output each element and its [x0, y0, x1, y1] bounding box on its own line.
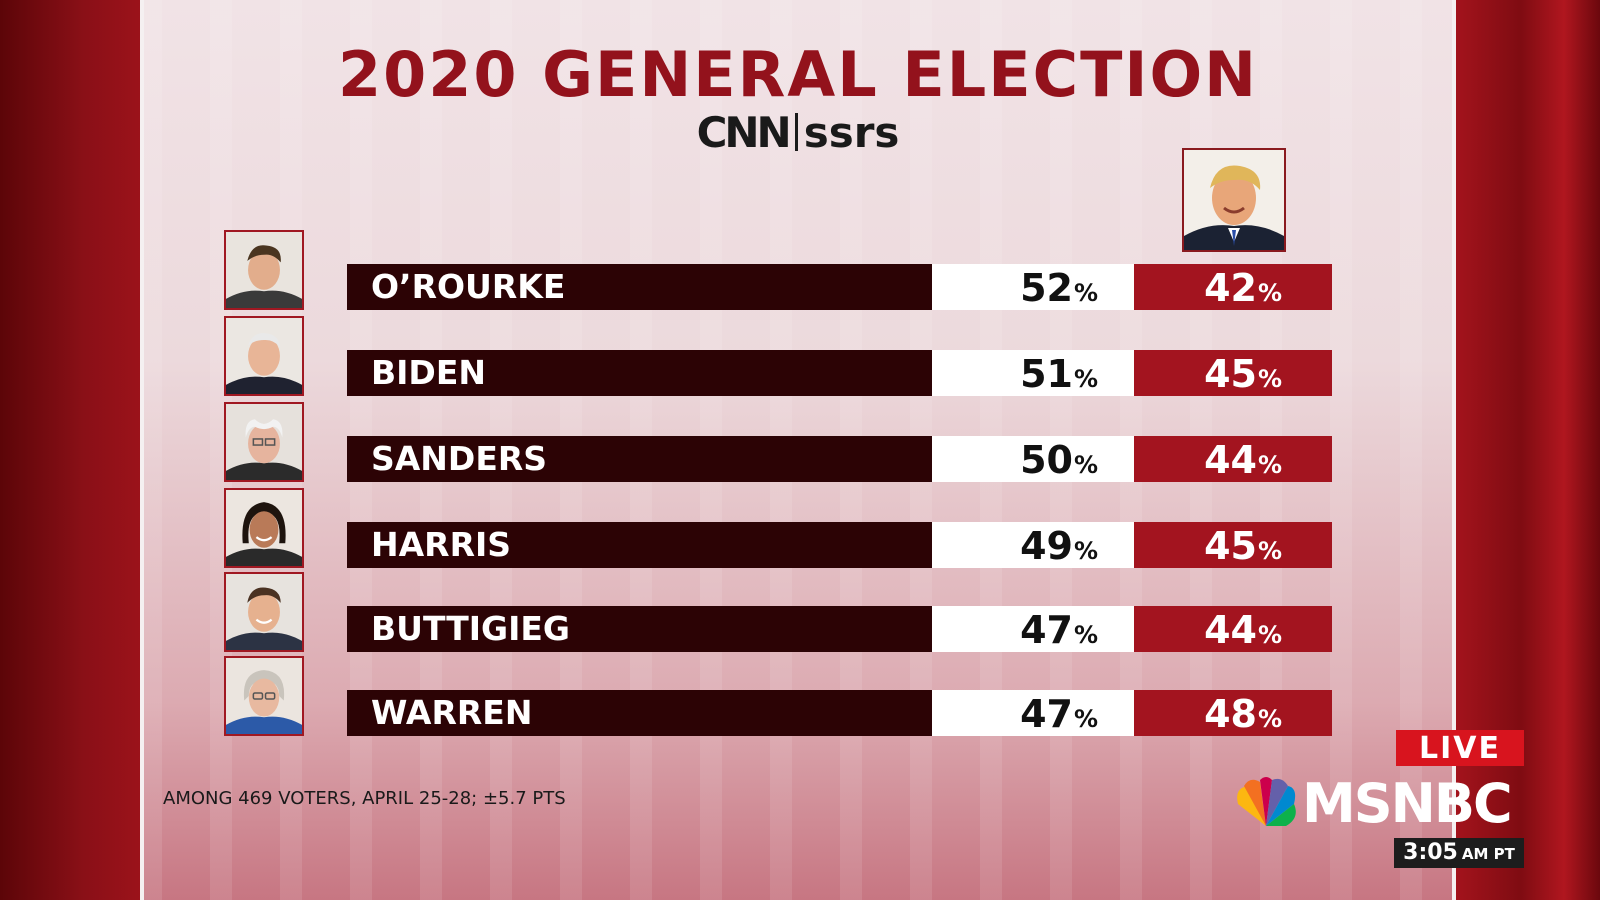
peacock-icon — [1237, 777, 1296, 826]
person-silhouette-icon — [226, 658, 302, 734]
opponent-percent: 44% — [1134, 606, 1332, 652]
candidate-percent: 50% — [932, 436, 1134, 482]
candidate-percent: 47% — [932, 690, 1134, 736]
opponent-percent: 48% — [1134, 690, 1332, 736]
broadcast-clock: 3:05 AM PT — [1394, 838, 1524, 868]
matchup-row: HARRIS 49% 45% — [0, 488, 1600, 568]
candidate-portrait — [224, 316, 304, 396]
candidate-portrait — [224, 488, 304, 568]
matchup-row: BIDEN 51% 45% — [0, 316, 1600, 396]
clock-suffix: AM PT — [1461, 845, 1515, 863]
matchup-row: BUTTIGIEG 47% 44% — [0, 572, 1600, 652]
graphic-title: 2020 GENERAL ELECTION — [337, 38, 1259, 111]
panel-right-edge — [1452, 0, 1456, 900]
candidate-name: BIDEN — [347, 350, 932, 396]
candidate-portrait — [224, 230, 304, 310]
candidate-percent: 52% — [932, 264, 1134, 310]
opponent-portrait — [1182, 148, 1286, 252]
candidate-name: HARRIS — [347, 522, 932, 568]
person-silhouette-icon — [226, 490, 302, 566]
clock-time: 3:05 — [1403, 840, 1458, 865]
person-silhouette-icon — [226, 232, 302, 308]
candidate-name: O’ROURKE — [347, 264, 932, 310]
poll-footnote: AMONG 469 VOTERS, APRIL 25-28; ±5.7 PTS — [163, 788, 566, 809]
candidate-name: BUTTIGIEG — [347, 606, 932, 652]
person-silhouette-icon — [1184, 150, 1284, 250]
network-name: MSNBC — [1302, 772, 1513, 835]
left-backdrop — [0, 0, 140, 900]
candidate-portrait — [224, 402, 304, 482]
candidate-percent: 51% — [932, 350, 1134, 396]
opponent-percent: 45% — [1134, 522, 1332, 568]
live-badge: LIVE — [1396, 730, 1524, 766]
sponsor-right: ssrs — [803, 108, 900, 157]
person-silhouette-icon — [226, 574, 302, 650]
opponent-percent: 44% — [1134, 436, 1332, 482]
person-silhouette-icon — [226, 404, 302, 480]
matchup-row: SANDERS 50% 44% — [0, 402, 1600, 482]
panel-left-edge — [140, 0, 144, 900]
opponent-percent: 45% — [1134, 350, 1332, 396]
candidate-percent: 49% — [932, 522, 1134, 568]
person-silhouette-icon — [226, 318, 302, 394]
matchup-row: O’ROURKE 52% 42% — [0, 230, 1600, 310]
candidate-name: SANDERS — [347, 436, 932, 482]
candidate-name: WARREN — [347, 690, 932, 736]
opponent-percent: 42% — [1134, 264, 1332, 310]
matchup-row: WARREN 47% 48% — [0, 656, 1600, 736]
sponsor-left: CNN — [696, 108, 792, 157]
network-logo: MSNBC — [1230, 770, 1530, 835]
candidate-percent: 47% — [932, 606, 1134, 652]
sponsor-separator — [794, 113, 798, 151]
candidate-portrait — [224, 572, 304, 652]
candidate-portrait — [224, 656, 304, 736]
poll-sponsor-logo: CNN ssrs — [140, 108, 1456, 157]
